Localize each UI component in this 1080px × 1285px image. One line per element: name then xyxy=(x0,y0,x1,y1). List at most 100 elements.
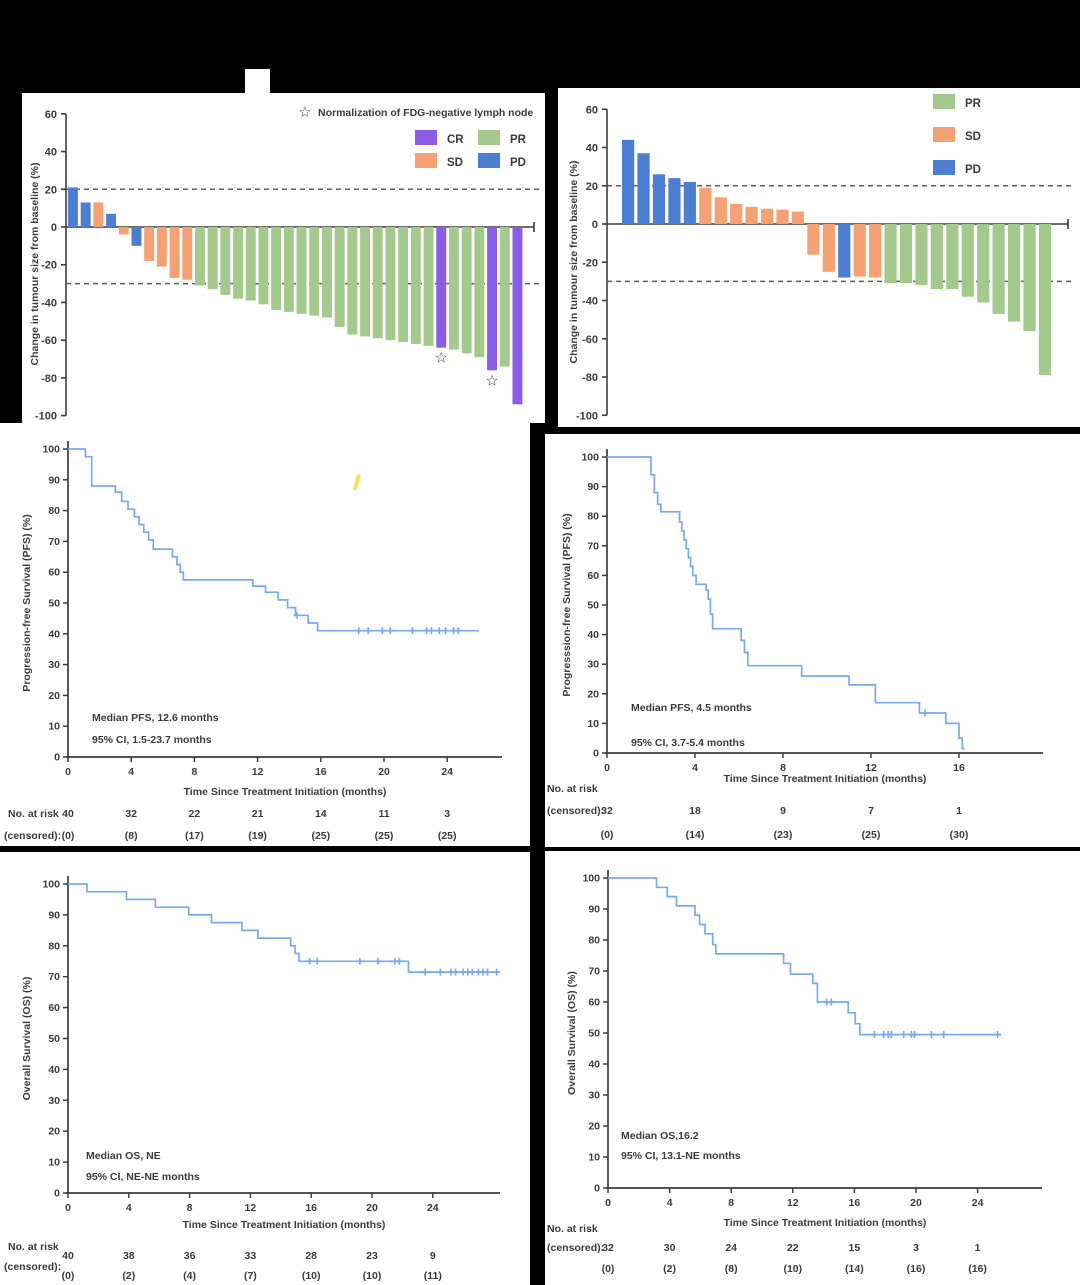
x-axis-title: Time Since Treatment Initiation (months) xyxy=(724,773,927,785)
y-tick-label: 40 xyxy=(45,147,57,159)
waterfall-bar-pr xyxy=(207,227,218,290)
at-risk-count: 15 xyxy=(849,1242,861,1254)
waterfall-bar-pd xyxy=(131,227,142,246)
legend-swatch-pd xyxy=(478,153,500,168)
waterfall-bar-pr xyxy=(334,227,345,327)
y-tick-label: 10 xyxy=(48,721,60,733)
y-tick-label: 30 xyxy=(48,1095,60,1107)
waterfall-bar-pd xyxy=(68,187,78,227)
at-risk-count: 23 xyxy=(366,1250,378,1262)
waterfall-bar-pr xyxy=(1038,224,1052,376)
waterfall-bar-pr xyxy=(360,227,370,337)
waterfall-bar-pr xyxy=(461,227,472,354)
x-axis-title: Time Since Treatment Initiation (months) xyxy=(183,1219,386,1231)
legend-swatch-cr xyxy=(415,130,437,145)
y-axis-title: Progression-free Survival (PFS) (%) xyxy=(21,514,33,691)
at-risk-count: 28 xyxy=(305,1250,317,1262)
waterfall-bar-sd xyxy=(699,187,712,224)
waterfall-chart-mono: 60 40 20 0 -20 -40 -60 -80 -100 Change in tumour … xyxy=(568,94,1072,422)
waterfall-bar-pr xyxy=(992,224,1005,314)
censored-count: (10) xyxy=(302,1270,321,1282)
x-tick-label: 0 xyxy=(605,1197,611,1209)
y-tick-label: 0 xyxy=(592,219,598,231)
legend-swatch-pr xyxy=(478,130,500,145)
waterfall-bar-cr xyxy=(436,227,447,348)
waterfall-bar-pr xyxy=(449,227,459,350)
censored-count: (8) xyxy=(725,1263,738,1275)
x-axis-title: Time Since Treatment Initiation (months) xyxy=(724,1217,927,1229)
note-text: Normalization of FDG-negative lymph node xyxy=(318,107,533,119)
at-risk-count: 9 xyxy=(780,805,786,817)
waterfall-bar-sd xyxy=(760,208,774,224)
at-risk-count: 32 xyxy=(602,1242,614,1254)
y-tick-label: 30 xyxy=(587,659,599,671)
at-risk-count: 7 xyxy=(868,805,874,817)
y-tick-label: 60 xyxy=(588,997,600,1009)
waterfall-bar-pd xyxy=(683,181,696,224)
x-tick-label: 16 xyxy=(953,762,965,774)
legend-label-pd: PD xyxy=(510,157,526,169)
waterfall-bar-sd xyxy=(118,227,129,235)
waterfall-bar-sd xyxy=(714,197,727,224)
median-annotation: Median PFS, 4.5 months xyxy=(631,702,752,714)
legend-label-sd: SD xyxy=(447,157,463,169)
waterfall-bar-pr xyxy=(1023,224,1036,332)
y-tick-label: 0 xyxy=(54,1188,60,1200)
waterfall-bar-pr xyxy=(296,227,307,314)
y-tick-label: -100 xyxy=(35,411,57,423)
censored-count: (25) xyxy=(862,829,881,841)
y-tick-label: 10 xyxy=(48,1157,60,1169)
note-star-icon: ☆ xyxy=(298,104,311,121)
censored-count: (8) xyxy=(125,830,138,842)
waterfall-bar-pr xyxy=(884,224,897,284)
star-annotation-icon: ☆ xyxy=(485,372,498,389)
y-tick-label: 60 xyxy=(45,109,57,121)
waterfall-bar-pr xyxy=(258,227,269,305)
legend-label-pd: PD xyxy=(965,164,981,176)
at-risk-count: 22 xyxy=(787,1242,799,1254)
x-tick-label: 16 xyxy=(849,1197,861,1209)
censored-table-label: (censored): xyxy=(4,830,61,842)
y-tick-label: -80 xyxy=(41,373,57,385)
y-tick-label: 40 xyxy=(587,629,599,641)
y-tick-label: -60 xyxy=(41,335,57,347)
waterfall-bar-pd xyxy=(838,224,851,278)
y-tick-label: 50 xyxy=(587,600,599,612)
at-risk-count: 32 xyxy=(125,808,137,820)
y-tick-label: -100 xyxy=(576,410,598,422)
ci-annotation: 95% CI, 3.7-5.4 months xyxy=(631,737,745,749)
legend-swatch-sd xyxy=(933,127,955,142)
y-tick-label: 30 xyxy=(588,1090,600,1102)
x-tick-label: 0 xyxy=(65,766,71,778)
censored-count: (4) xyxy=(183,1270,196,1282)
waterfall-bar-sd xyxy=(169,227,180,278)
y-tick-label: 90 xyxy=(588,904,600,916)
median-annotation: Median OS,16.2 xyxy=(621,1130,699,1142)
y-tick-label: 90 xyxy=(48,474,60,486)
x-tick-label: 24 xyxy=(972,1197,984,1209)
x-tick-label: 24 xyxy=(441,766,453,778)
y-tick-label: 0 xyxy=(594,1183,600,1195)
censor-marks xyxy=(921,709,929,717)
censored-count: (16) xyxy=(907,1263,926,1275)
waterfall-bar-pr xyxy=(474,227,485,358)
legend-label-pr: PR xyxy=(510,134,527,146)
x-tick-label: 8 xyxy=(780,762,786,774)
median-annotation: Median OS, NE xyxy=(86,1150,161,1162)
waterfall-bar-pd xyxy=(80,202,91,227)
waterfall-bar-pr xyxy=(195,227,205,286)
x-tick-label: 20 xyxy=(910,1197,922,1209)
y-tick-label: 60 xyxy=(586,104,598,116)
waterfall-bar-sd xyxy=(869,224,882,278)
y-tick-label: 40 xyxy=(586,143,598,155)
at-risk-count: 3 xyxy=(913,1242,919,1254)
legend-label-pr: PR xyxy=(965,98,982,110)
ci-annotation: 95% CI, NE-NE months xyxy=(86,1171,200,1183)
waterfall-bar-cr xyxy=(512,227,523,405)
waterfall-bar-pd xyxy=(652,174,666,224)
y-tick-label: 90 xyxy=(48,909,60,921)
y-tick-label: -20 xyxy=(582,257,598,269)
